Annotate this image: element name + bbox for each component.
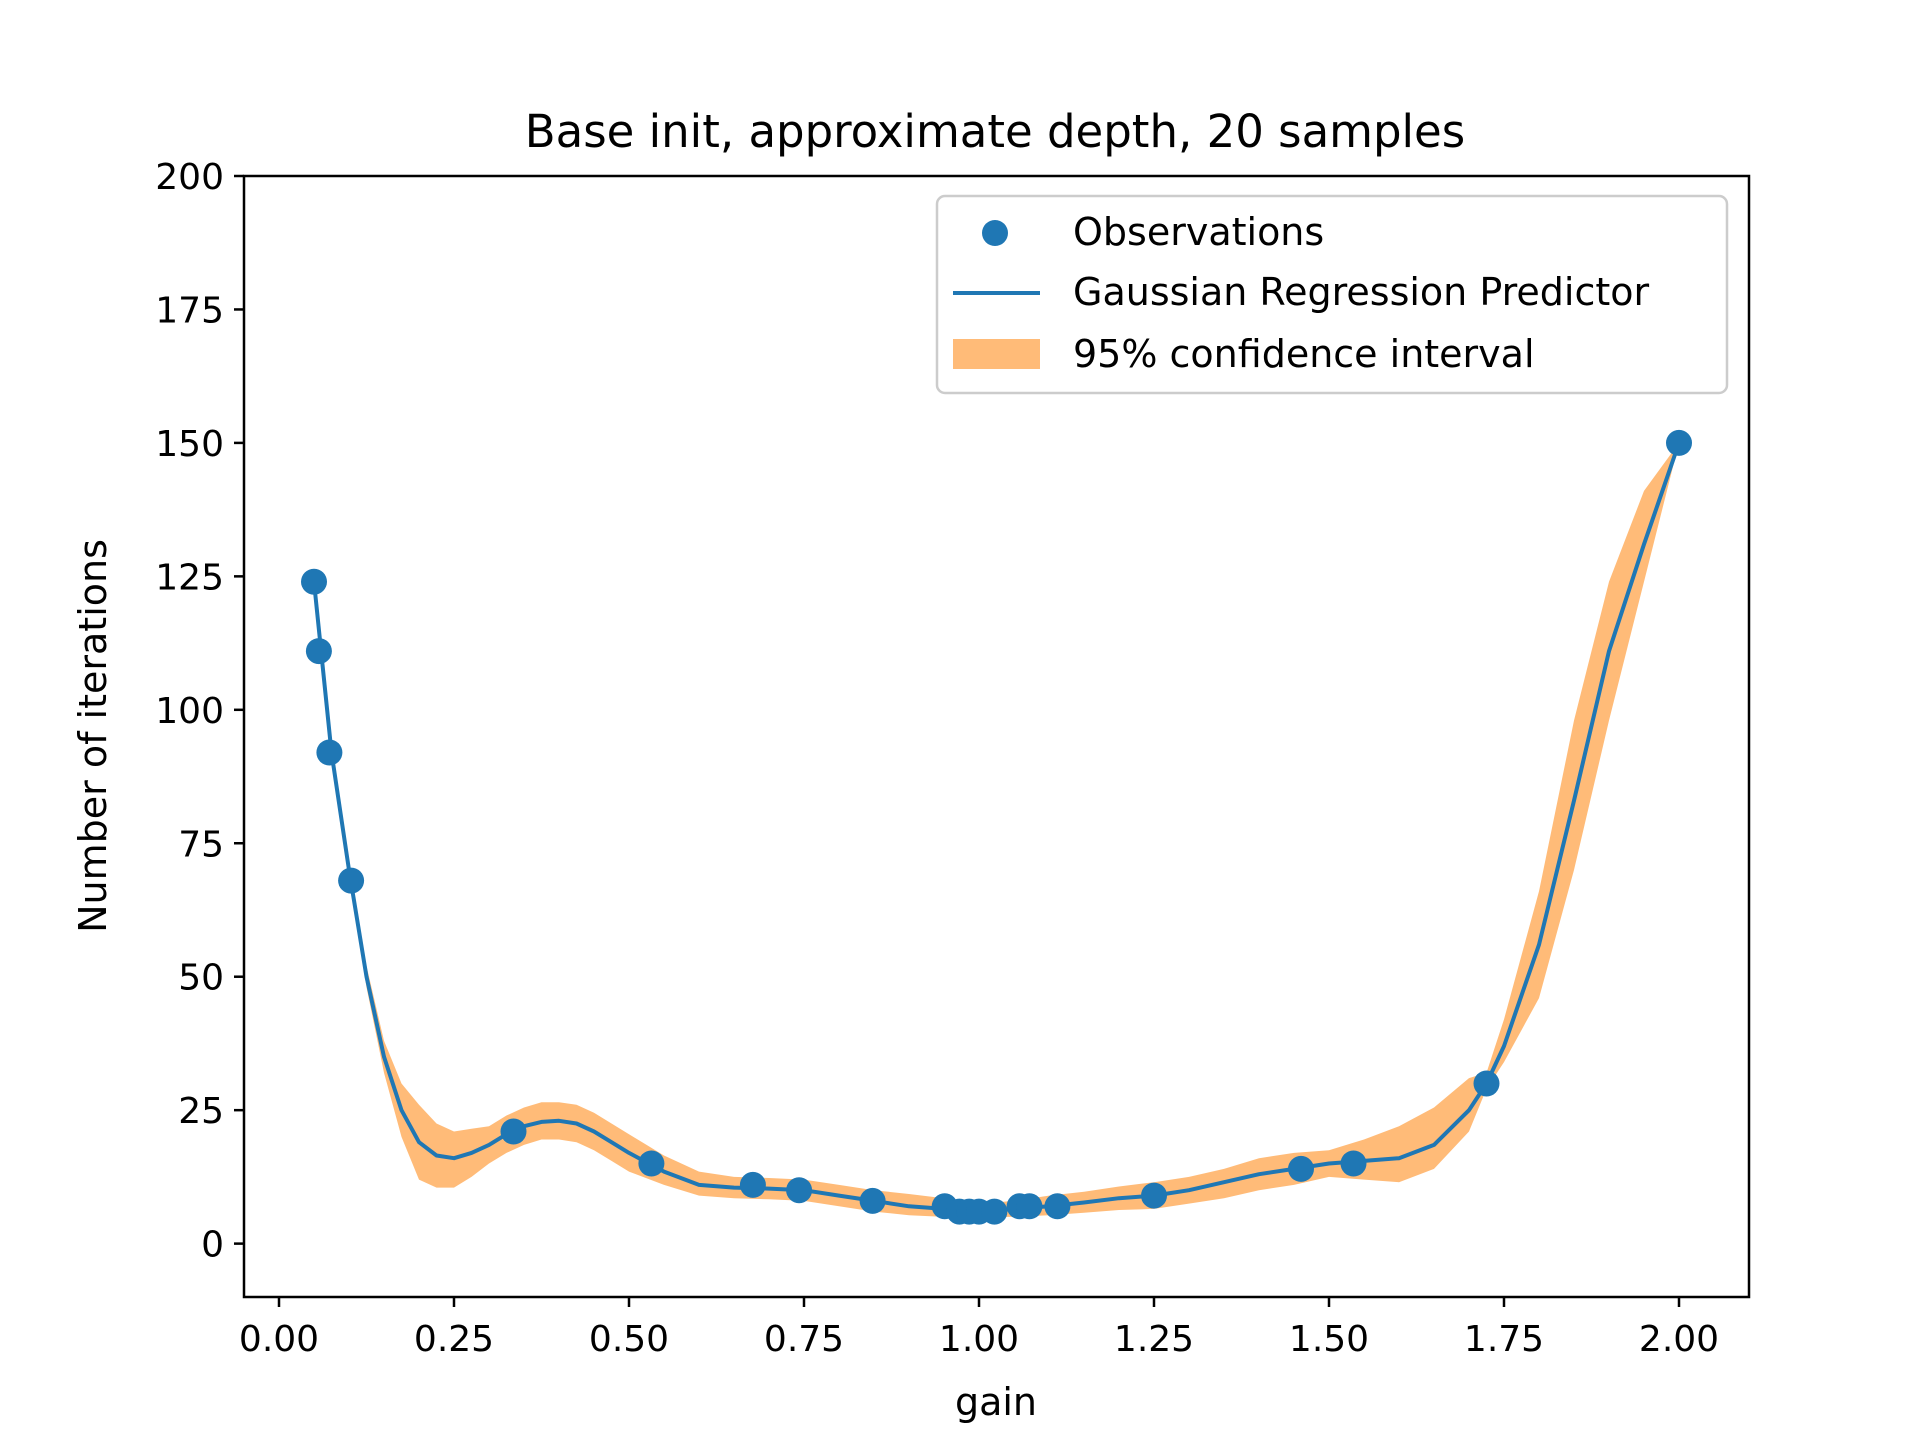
observation-point: [338, 867, 365, 894]
observation-point: [1016, 1193, 1043, 1220]
confidence-band: [314, 442, 1679, 1217]
legend-observations-marker: [982, 220, 1008, 246]
x-tick-label: 1.50: [1289, 1319, 1369, 1360]
y-tick-label: 125: [155, 557, 224, 598]
observation-point: [1473, 1070, 1500, 1097]
observation-point: [1044, 1193, 1071, 1220]
y-tick-label: 25: [178, 1091, 224, 1132]
legend-box: [935, 194, 1729, 395]
y-tick-label: 100: [155, 691, 224, 732]
x-axis: 0.00 0.25 0.50 0.75 1.00 1.25 1.50 1.75 2.00: [239, 1297, 1719, 1360]
observation-point: [500, 1118, 527, 1145]
observation-point: [316, 739, 343, 766]
plot-area: [301, 429, 1692, 1225]
y-tick-label: 200: [155, 157, 224, 198]
legend-confidence-label: 95% confidence interval: [1073, 332, 1535, 376]
y-tick-label: 0: [201, 1225, 224, 1266]
observation-point: [786, 1177, 813, 1204]
legend-predictor-label: Gaussian Regression Predictor: [1073, 270, 1649, 314]
observation-point: [739, 1171, 766, 1198]
observation-point: [1666, 429, 1692, 456]
x-tick-label: 0.25: [414, 1319, 494, 1360]
legend-confidence-patch: [953, 339, 1040, 369]
observation-point: [301, 568, 327, 595]
observation-point: [981, 1198, 1008, 1225]
x-tick-label: 1.75: [1464, 1319, 1544, 1360]
predictor-line: [312, 442, 1681, 1214]
observation-point: [305, 638, 332, 665]
x-tick-label: 0.75: [764, 1319, 844, 1360]
observation-point: [859, 1187, 886, 1214]
axes-frame: [242, 174, 1751, 1299]
y-tick-label: 150: [155, 424, 224, 465]
observation-point: [1141, 1182, 1167, 1209]
chart-title: Base init, approximate depth, 20 samples: [525, 105, 1465, 158]
x-tick-label: 1.25: [1114, 1319, 1194, 1360]
observation-point: [638, 1150, 665, 1177]
x-tick-label: 1.00: [939, 1319, 1019, 1360]
observation-point: [1340, 1150, 1367, 1177]
x-axis-label: gain: [955, 1380, 1037, 1424]
y-tick-label: 175: [155, 290, 224, 331]
y-tick-label: 50: [178, 958, 224, 999]
x-tick-label: 2.00: [1639, 1319, 1719, 1360]
x-tick-label: 0.50: [589, 1319, 669, 1360]
y-tick-label: 75: [178, 824, 224, 865]
legend: Observations Gaussian Regression Predict…: [935, 194, 1729, 395]
observation-point: [1288, 1155, 1314, 1182]
x-tick-label: 0.00: [239, 1319, 319, 1360]
y-axis-label: Number of iterations: [71, 539, 115, 933]
y-axis: 0 25 50 75 100 125 150 175 200: [155, 157, 244, 1266]
legend-observations-label: Observations: [1073, 210, 1324, 254]
